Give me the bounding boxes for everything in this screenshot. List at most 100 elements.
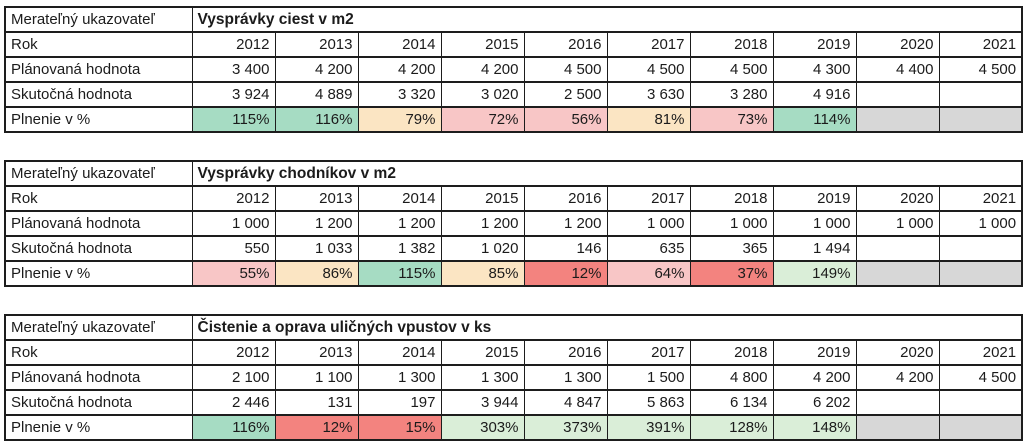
fulfillment-cell [855, 414, 940, 441]
planned-value-cell: 4 400 [855, 56, 940, 83]
planned-value-cell: 3 400 [191, 56, 276, 83]
fulfillment-row: Plnenie v % 116% 12% 15% 303% 373% 391% … [4, 414, 1023, 441]
planned-value-cell: 4 200 [855, 364, 940, 391]
indicator-table-vyspravky-ciest: Merateľný ukazovateľ Vysprávky ciest v m… [4, 6, 1024, 133]
planned-row: Plánovaná hodnota 3 400 4 200 4 200 4 20… [4, 56, 1023, 83]
actual-value-cell [855, 235, 940, 262]
actual-value-cell [938, 235, 1023, 262]
fulfillment-cell: 115% [191, 106, 276, 133]
actual-value-cell: 3 280 [689, 81, 774, 108]
table-title: Vysprávky chodníkov v m2 [191, 160, 1023, 187]
fulfillment-row: Plnenie v % 115% 116% 79% 72% 56% 81% 73… [4, 106, 1023, 133]
year-cell: 2013 [274, 31, 359, 58]
actual-value-cell: 4 889 [274, 81, 359, 108]
fulfillment-cell: 86% [274, 260, 359, 287]
row-label-plnenie: Plnenie v % [4, 260, 193, 287]
actual-value-cell: 550 [191, 235, 276, 262]
year-cell: 2020 [855, 185, 940, 212]
actual-value-cell [938, 81, 1023, 108]
year-cell: 2020 [855, 31, 940, 58]
actual-value-cell: 1 494 [772, 235, 857, 262]
actual-value-cell: 2 500 [523, 81, 608, 108]
planned-value-cell: 4 500 [606, 56, 691, 83]
table-title: Vysprávky ciest v m2 [191, 6, 1023, 33]
table-header-row: Merateľný ukazovateľ Vysprávky ciest v m… [4, 6, 1023, 33]
row-label-planovana: Plánovaná hodnota [4, 364, 193, 391]
planned-value-cell: 4 800 [689, 364, 774, 391]
fulfillment-cell: 128% [689, 414, 774, 441]
year-cell: 2012 [191, 31, 276, 58]
actual-value-cell: 6 202 [772, 389, 857, 416]
planned-value-cell: 4 200 [357, 56, 442, 83]
planned-value-cell: 1 100 [274, 364, 359, 391]
planned-value-cell: 1 000 [191, 210, 276, 237]
fulfillment-cell: 85% [440, 260, 525, 287]
indicator-table-cistenie-vpustov: Merateľný ukazovateľ Čistenie a oprava u… [4, 314, 1024, 441]
row-label-skutocna: Skutočná hodnota [4, 389, 193, 416]
fulfillment-cell [938, 414, 1023, 441]
planned-value-cell: 1 000 [772, 210, 857, 237]
planned-row: Plánovaná hodnota 1 000 1 200 1 200 1 20… [4, 210, 1023, 237]
actual-value-cell: 6 134 [689, 389, 774, 416]
planned-value-cell: 1 000 [938, 210, 1023, 237]
actual-value-cell: 1 020 [440, 235, 525, 262]
year-cell: 2015 [440, 31, 525, 58]
fulfillment-cell [855, 260, 940, 287]
planned-value-cell: 4 300 [772, 56, 857, 83]
planned-value-cell: 4 200 [440, 56, 525, 83]
planned-value-cell: 1 300 [523, 364, 608, 391]
fulfillment-cell: 116% [191, 414, 276, 441]
actual-value-cell: 4 916 [772, 81, 857, 108]
row-label-rok: Rok [4, 185, 193, 212]
planned-value-cell: 2 100 [191, 364, 276, 391]
fulfillment-cell [938, 106, 1023, 133]
table-header-row: Merateľný ukazovateľ Čistenie a oprava u… [4, 314, 1023, 341]
row-label-planovana: Plánovaná hodnota [4, 56, 193, 83]
fulfillment-cell: 391% [606, 414, 691, 441]
year-cell: 2017 [606, 185, 691, 212]
planned-value-cell: 1 000 [689, 210, 774, 237]
year-cell: 2018 [689, 185, 774, 212]
actual-value-cell: 3 944 [440, 389, 525, 416]
fulfillment-cell: 64% [606, 260, 691, 287]
actual-value-cell [855, 81, 940, 108]
planned-row: Plánovaná hodnota 2 100 1 100 1 300 1 30… [4, 364, 1023, 391]
actual-value-cell [855, 389, 940, 416]
actual-row: Skutočná hodnota 3 924 4 889 3 320 3 020… [4, 81, 1023, 108]
actual-value-cell: 365 [689, 235, 774, 262]
table-header-row: Merateľný ukazovateľ Vysprávky chodníkov… [4, 160, 1023, 187]
fulfillment-cell: 115% [357, 260, 442, 287]
year-cell: 2019 [772, 339, 857, 366]
actual-value-cell: 3 020 [440, 81, 525, 108]
indicator-header-label: Merateľný ukazovateľ [4, 160, 193, 187]
actual-value-cell: 131 [274, 389, 359, 416]
year-row: Rok 2012 2013 2014 2015 2016 2017 2018 2… [4, 339, 1023, 366]
year-cell: 2020 [855, 339, 940, 366]
actual-value-cell: 635 [606, 235, 691, 262]
planned-value-cell: 1 200 [357, 210, 442, 237]
actual-value-cell: 1 033 [274, 235, 359, 262]
year-cell: 2015 [440, 185, 525, 212]
table-title: Čistenie a oprava uličných vpustov v ks [191, 314, 1023, 341]
year-row: Rok 2012 2013 2014 2015 2016 2017 2018 2… [4, 185, 1023, 212]
fulfillment-cell: 81% [606, 106, 691, 133]
year-row: Rok 2012 2013 2014 2015 2016 2017 2018 2… [4, 31, 1023, 58]
fulfillment-cell: 72% [440, 106, 525, 133]
year-cell: 2017 [606, 31, 691, 58]
year-cell: 2017 [606, 339, 691, 366]
fulfillment-cell: 303% [440, 414, 525, 441]
actual-value-cell: 197 [357, 389, 442, 416]
actual-value-cell: 3 630 [606, 81, 691, 108]
year-cell: 2015 [440, 339, 525, 366]
year-cell: 2016 [523, 31, 608, 58]
year-cell: 2012 [191, 339, 276, 366]
fulfillment-cell: 79% [357, 106, 442, 133]
year-cell: 2016 [523, 185, 608, 212]
fulfillment-cell: 56% [523, 106, 608, 133]
year-cell: 2019 [772, 185, 857, 212]
fulfillment-cell: 15% [357, 414, 442, 441]
actual-value-cell: 2 446 [191, 389, 276, 416]
fulfillment-cell: 55% [191, 260, 276, 287]
planned-value-cell: 1 000 [606, 210, 691, 237]
